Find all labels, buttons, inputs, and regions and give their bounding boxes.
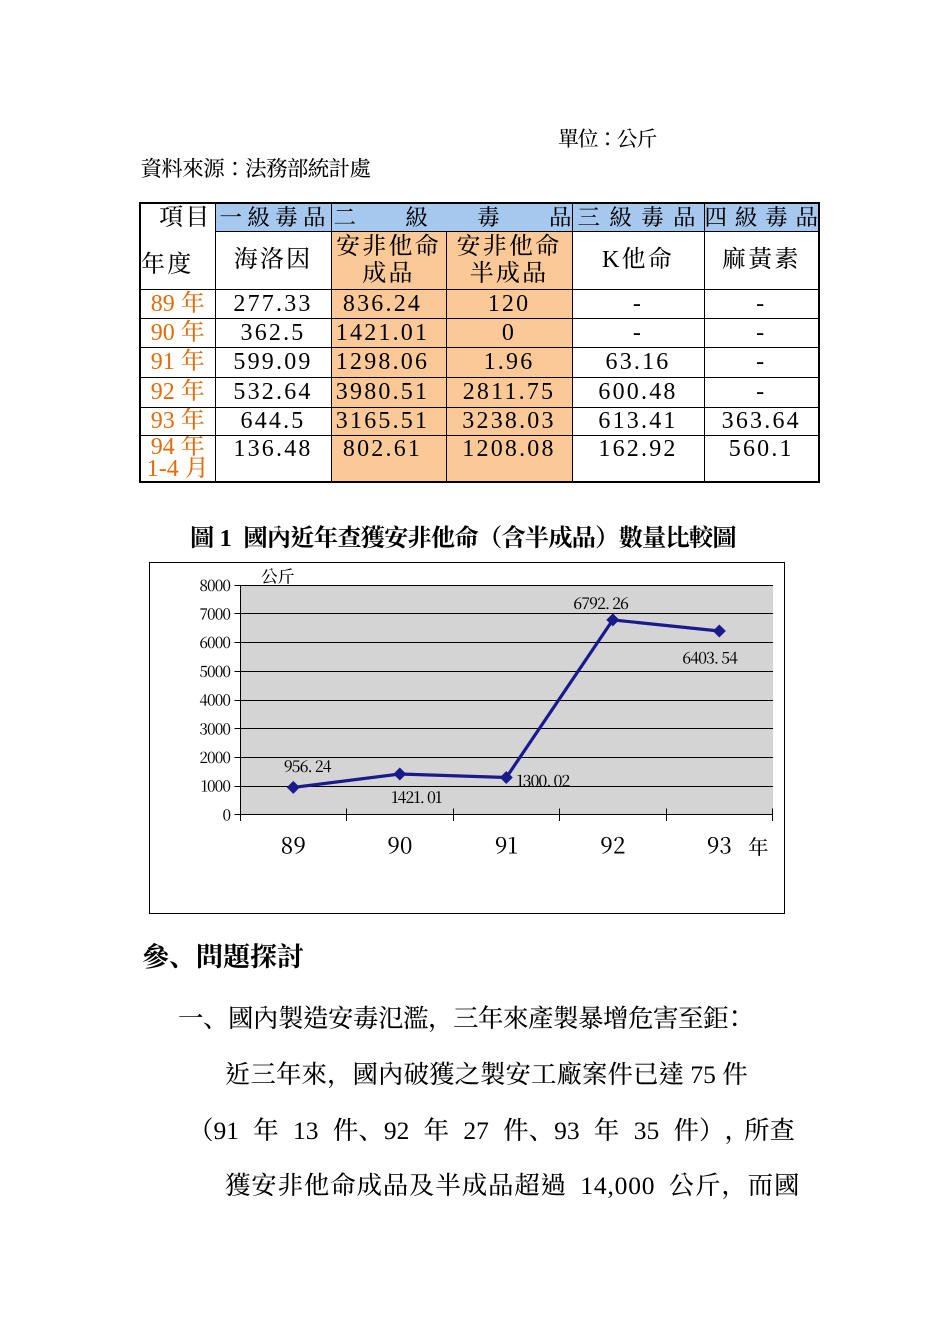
svg-text:8000: 8000 — [199, 575, 230, 596]
svg-text:6403. 54: 6403. 54 — [682, 645, 738, 668]
svg-text:公斤: 公斤 — [261, 563, 294, 588]
svg-text:90: 90 — [387, 829, 412, 861]
svg-text:6000: 6000 — [199, 632, 230, 653]
svg-text:3000: 3000 — [199, 718, 230, 739]
svg-text:93: 93 — [707, 829, 732, 861]
svg-text:年: 年 — [748, 831, 769, 861]
svg-text:92: 92 — [600, 829, 625, 861]
svg-text:956. 24: 956. 24 — [284, 754, 332, 777]
svg-text:7000: 7000 — [200, 604, 231, 625]
svg-text:2000: 2000 — [199, 747, 230, 768]
svg-text:1300. 02: 1300. 02 — [516, 768, 570, 791]
svg-text:0: 0 — [222, 804, 230, 825]
svg-text:91: 91 — [495, 829, 518, 861]
svg-text:89: 89 — [281, 829, 306, 861]
svg-text:4000: 4000 — [199, 690, 230, 711]
svg-text:5000: 5000 — [199, 661, 230, 682]
svg-text:1421. 01: 1421. 01 — [391, 785, 442, 808]
svg-text:1000: 1000 — [201, 776, 231, 797]
svg-text:6792. 26: 6792. 26 — [573, 591, 629, 614]
